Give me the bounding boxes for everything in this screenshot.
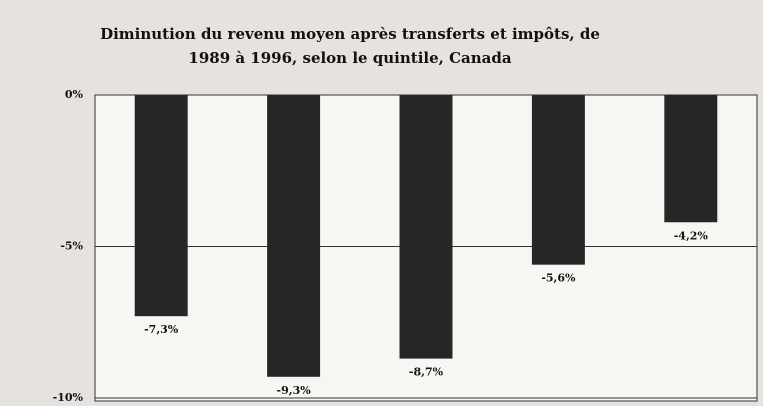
value-label: -9,3% bbox=[277, 384, 312, 397]
chart-title: Diminution du revenu moyen après transfe… bbox=[100, 25, 600, 67]
bar bbox=[664, 95, 718, 223]
value-label: -4,2% bbox=[674, 229, 709, 242]
bar bbox=[531, 95, 585, 265]
value-label: -5,6% bbox=[541, 272, 576, 285]
value-label: -7,3% bbox=[144, 323, 179, 336]
y-tick-label: 0% bbox=[65, 88, 84, 101]
bar bbox=[134, 95, 188, 317]
value-label: -8,7% bbox=[409, 366, 444, 379]
bar bbox=[399, 95, 453, 359]
y-tick-label: -10% bbox=[53, 391, 84, 404]
y-tick-label: -5% bbox=[60, 240, 83, 253]
bar bbox=[267, 95, 321, 377]
